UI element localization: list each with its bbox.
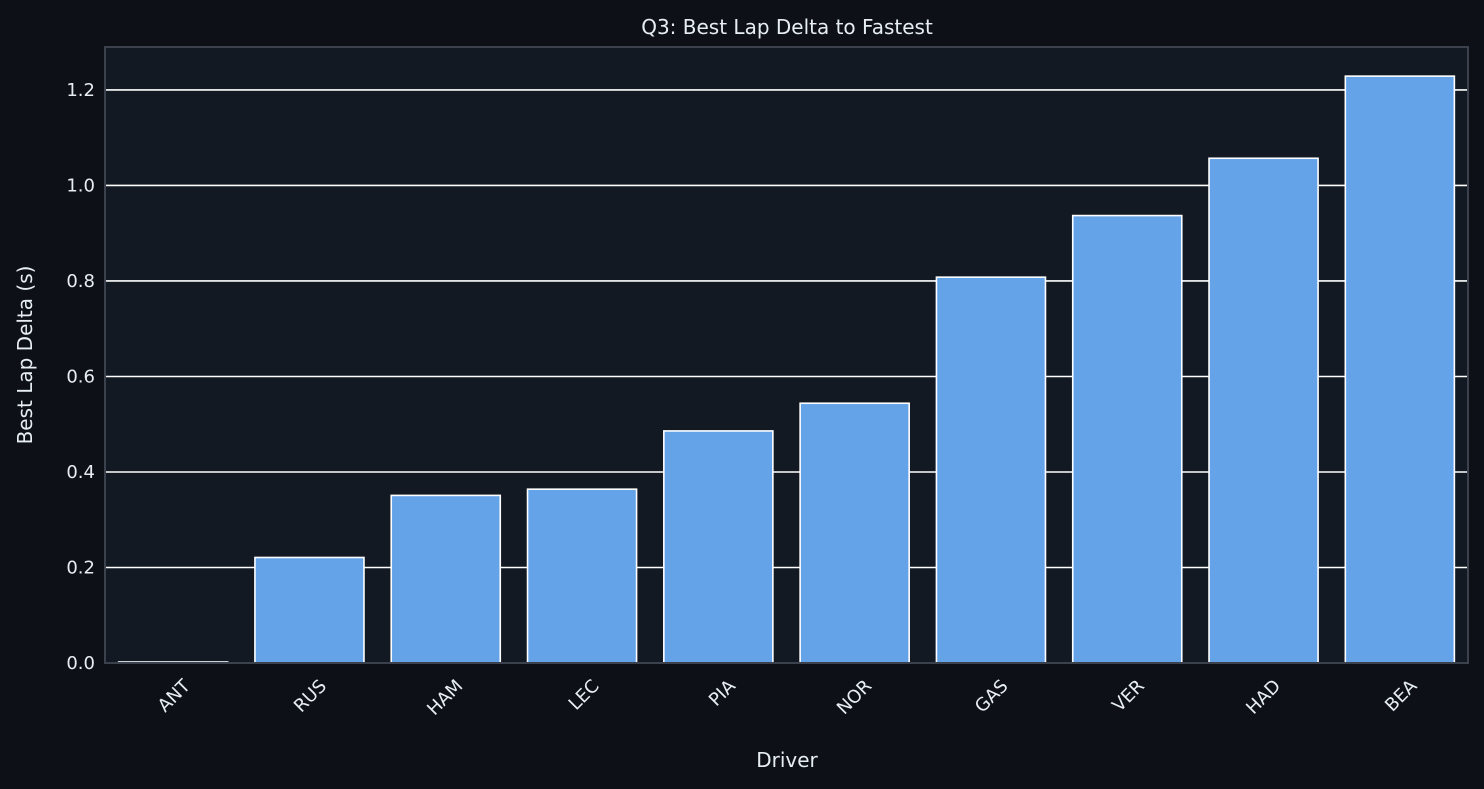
bars [117,75,1456,664]
y-tick-label: 0.2 [66,557,95,578]
y-tick-label: 0.4 [66,462,95,483]
bar-pia [663,430,774,664]
bar-lec [526,488,638,664]
bar-nor [799,402,910,664]
bar-rus [254,556,365,664]
y-tick-label: 0.6 [66,366,95,387]
bar-bea [1344,75,1456,664]
bar-ham [390,494,502,664]
y-axis-label: Best Lap Delta (s) [13,266,37,445]
plot-frame [104,46,1469,664]
bar-had [1208,157,1319,664]
y-tick-label: 0.8 [66,271,95,292]
y-tick-label: 1.2 [66,80,95,101]
bar-gas [935,276,1047,664]
y-tick-label: 0.0 [66,653,95,674]
chart-title: Q3: Best Lap Delta to Fastest [641,15,933,39]
y-tick-label: 1.0 [66,175,95,196]
x-axis-label: Driver [756,748,818,772]
bar-ver [1071,214,1183,664]
y-tick-labels: 0.0 0.2 0.4 0.6 0.8 1.0 1.2 [66,80,95,674]
